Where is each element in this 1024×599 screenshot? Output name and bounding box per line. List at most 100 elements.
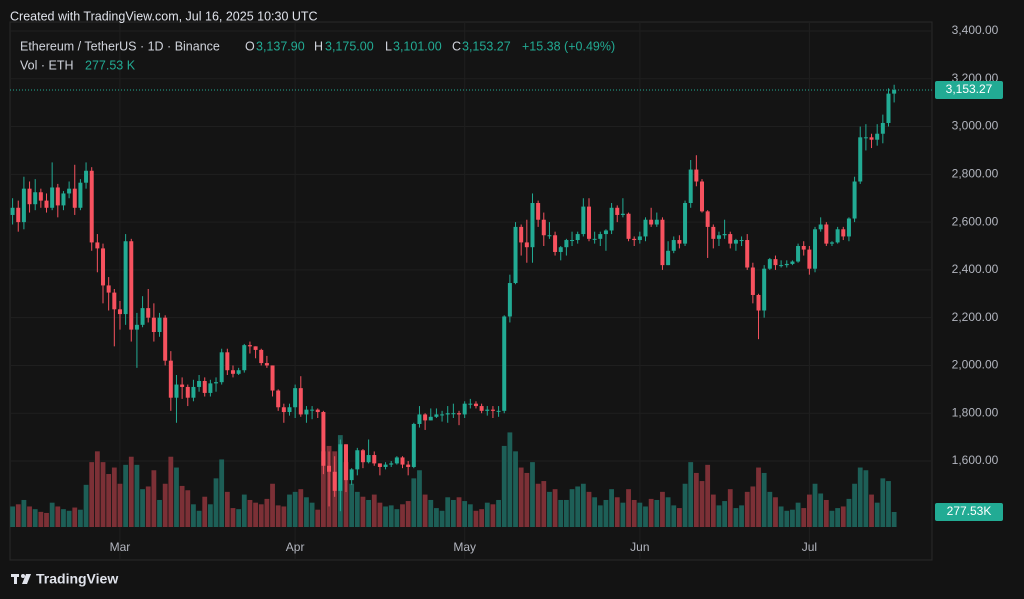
volume-bar [111,467,117,527]
volume-bar [846,498,852,527]
candle-body [259,349,264,364]
candle-body [394,457,399,464]
candle-body [632,238,637,241]
candle-body [496,410,501,412]
volume-bar [558,499,564,527]
candle-body [473,403,478,407]
volume-bar [21,499,27,527]
candle-body [880,122,885,134]
volume-bar [241,494,247,527]
candle-body [553,235,558,252]
candle-body [462,403,467,415]
candle-body [637,236,642,241]
candle-body [383,464,388,467]
x-tick-label: Jun [630,540,649,554]
candle-body [16,207,21,223]
volume-bar [626,489,631,527]
candle-body [67,188,72,194]
volume-label: 277.53K [947,504,992,518]
candle-body [84,170,89,183]
candle-body [151,317,156,333]
volume-bar [840,506,846,527]
volume-bar [117,483,123,527]
volume-bar [699,481,705,527]
candle-body [197,380,202,387]
candle-body [886,93,891,123]
candle-body [598,234,603,239]
candle-body [157,317,162,333]
legend-key: L [385,39,392,53]
candle-body [304,409,309,415]
volume-bar [473,510,479,527]
volume-bar [609,489,614,527]
candle-body [33,192,38,205]
volume-bar [874,502,880,527]
chart-pane [9,21,933,561]
candle-body [513,226,518,284]
candle-body [530,203,535,248]
candle-body [762,268,767,311]
volume-bar [518,467,524,527]
volume-bar [620,502,626,527]
volume-bar [631,499,637,527]
candle-body [502,316,507,411]
volume-bar [405,501,411,527]
candle-body [72,188,77,208]
candle-body [756,294,761,311]
symbol: Ethereum / TetherUS · 1D · Binance [20,39,220,53]
volume-bar [863,470,869,527]
volume-bar [298,489,304,527]
y-tick-label: 3,000.00 [952,119,999,133]
volume-bar [513,451,518,527]
watermark: Created with TradingView.com, Jul 16, 20… [10,9,318,23]
volume-bar [857,467,863,527]
legend-value: 3,101.00 [393,39,442,53]
last-price-badge [935,80,1003,99]
volume-bar [304,497,309,527]
volume-bar [722,501,728,527]
candle-body [146,308,151,318]
legend-key: H [314,39,323,53]
volume-bar [207,504,213,527]
candle-body [236,370,241,374]
volume-bar [309,502,315,527]
candle-body [168,360,173,398]
volume-bar [253,502,258,527]
volume-bar [756,467,761,527]
volume-bar [739,505,744,527]
candle-body [440,414,445,416]
candle-body [406,464,411,467]
legend-value: 3,153.27 [462,39,511,53]
candle-body [117,309,122,315]
volume-bar [191,504,196,527]
candle-body [191,386,196,398]
volume-bar [202,496,208,527]
candle-body [214,382,219,384]
volume-bar [852,483,857,527]
volume-bar [230,508,236,527]
candle-body [129,241,134,330]
volume-bar [507,432,513,527]
candle-body [400,457,405,465]
volume-bar [354,491,360,527]
candle-body [728,234,733,244]
candle-body [253,346,258,350]
volume-bar [767,491,773,527]
legend-change: +15.38 (+0.49%) [522,39,615,53]
volume-bar [247,499,253,527]
volume-bar [693,472,699,527]
candle-body [140,308,145,325]
volume-bar [100,462,106,527]
candle-body [185,386,190,398]
candle-body [846,218,851,237]
candle-body [581,206,586,235]
candle-body [677,240,682,244]
candle-body [818,224,823,230]
volume-bar [439,510,445,527]
candle-body [445,413,450,415]
candle-body [790,261,795,264]
volume-bar [643,506,648,527]
candle-body [660,219,665,266]
volume-bar [563,499,569,527]
candle-body [485,409,490,411]
